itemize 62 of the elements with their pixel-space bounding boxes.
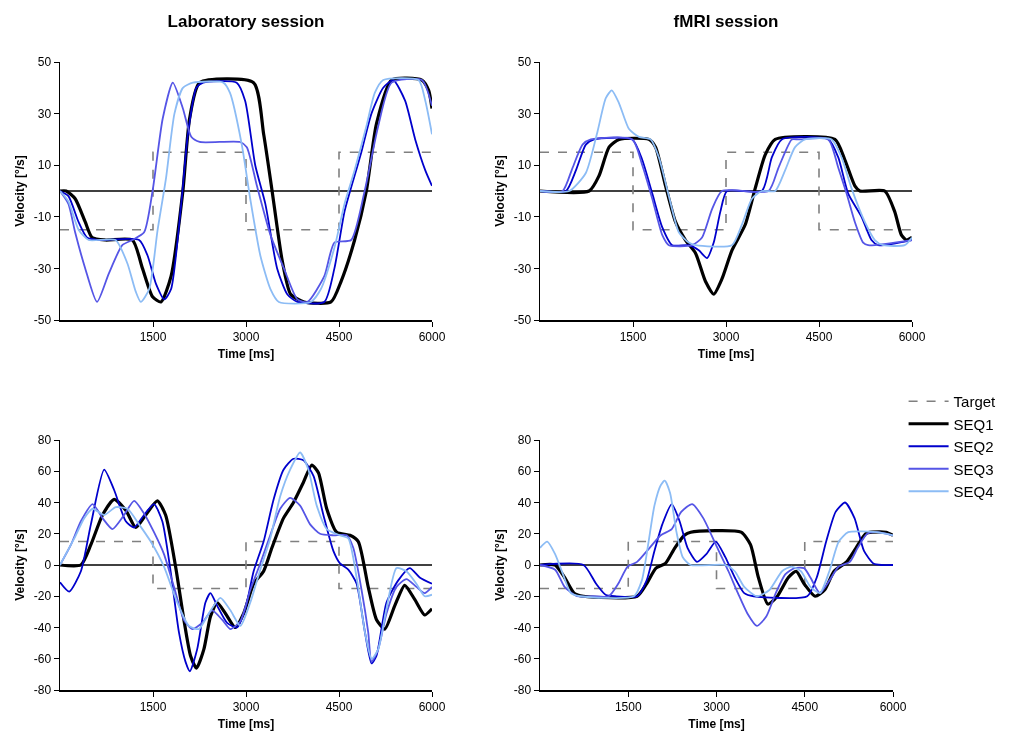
x-tick-label: 1500 (619, 329, 647, 344)
y-axis-title: Velocity [°/s] (493, 155, 508, 227)
y-tick-label: 60 (37, 464, 52, 479)
x-tick-label: 6000 (898, 329, 926, 344)
legend-label: SEQ4 (953, 483, 994, 501)
x-tick-label: 4500 (325, 329, 353, 344)
y-tick-label: -60 (33, 651, 52, 666)
chart-title: Laboratory session (167, 11, 325, 31)
y-tick-label: -30 (513, 261, 532, 276)
y-tick-label: 50 (517, 55, 532, 70)
y-axis-title: Velocity [°/s] (13, 529, 28, 601)
y-tick-label: -20 (33, 589, 52, 604)
y-tick-label: -60 (513, 651, 532, 666)
y-tick-label: -40 (33, 620, 52, 635)
y-tick-label: -20 (513, 589, 532, 604)
x-tick-label: 1500 (139, 329, 167, 344)
chart-title: fMRI session (673, 11, 779, 31)
y-tick-label: -80 (513, 683, 532, 698)
x-tick-label: 3000 (703, 699, 731, 714)
x-axis-title: Time [ms] (217, 716, 275, 731)
legend-label: SEQ2 (953, 438, 994, 456)
y-tick-label: 0 (44, 558, 52, 573)
y-tick-label: -40 (513, 620, 532, 635)
y-tick-label: 10 (517, 158, 532, 173)
y-tick-label: -80 (33, 683, 52, 698)
legend-label: Target (953, 393, 997, 411)
y-tick-label: 10 (37, 158, 52, 173)
y-tick-label: 20 (37, 526, 52, 541)
y-axis-title: Velocity [°/s] (13, 155, 28, 227)
x-tick-label: 4500 (805, 329, 833, 344)
x-tick-label: 1500 (614, 699, 642, 714)
x-axis-title: Time [ms] (217, 346, 275, 361)
y-tick-label: 30 (517, 106, 532, 121)
y-tick-label: -50 (33, 313, 52, 328)
legend-label: SEQ1 (953, 415, 994, 433)
y-tick-label: 60 (517, 464, 532, 479)
y-tick-label: 40 (37, 495, 52, 510)
legend-label: SEQ3 (953, 460, 994, 478)
x-tick-label: 6000 (418, 699, 446, 714)
y-tick-label: 30 (37, 106, 52, 121)
y-tick-label: 0 (524, 558, 532, 573)
y-axis-title: Velocity [°/s] (493, 529, 508, 601)
x-tick-label: 4500 (791, 699, 819, 714)
y-tick-label: -10 (513, 210, 532, 224)
x-tick-label: 6000 (879, 699, 907, 714)
x-tick-label: 1500 (139, 699, 167, 714)
x-tick-label: 6000 (418, 329, 446, 344)
x-tick-label: 4500 (325, 699, 353, 714)
y-tick-label: 80 (37, 433, 52, 448)
x-tick-label: 3000 (712, 329, 740, 344)
y-tick-label: -10 (33, 210, 52, 224)
x-tick-label: 3000 (232, 329, 260, 344)
x-tick-label: 3000 (232, 699, 260, 714)
y-tick-label: 50 (37, 55, 52, 70)
y-tick-label: 40 (517, 495, 532, 510)
x-axis-title: Time [ms] (697, 346, 755, 361)
line-series (540, 89, 912, 248)
y-tick-label: -50 (513, 313, 532, 328)
y-tick-label: 20 (517, 526, 532, 541)
x-axis-title: Time [ms] (688, 716, 745, 731)
y-tick-label: 80 (517, 433, 532, 448)
y-tick-label: -30 (33, 261, 52, 276)
